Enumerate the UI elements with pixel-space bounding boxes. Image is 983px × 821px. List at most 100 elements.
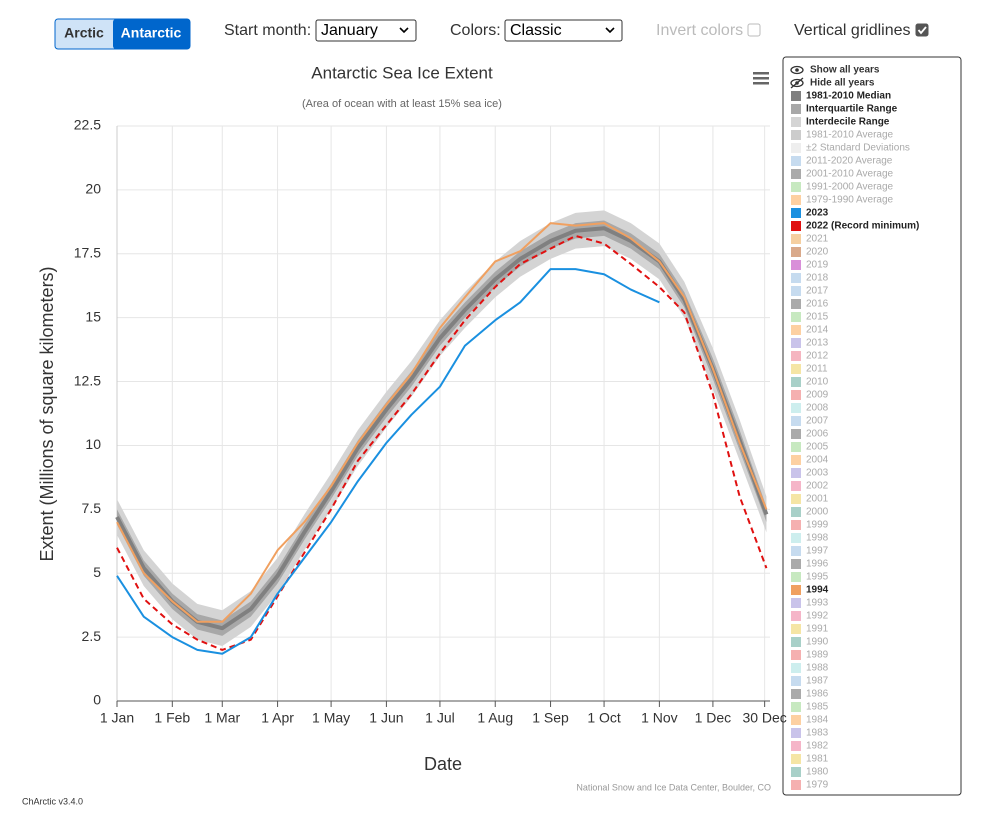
legend-item[interactable]: 2009 bbox=[806, 390, 829, 401]
x-tick-label: 1 May bbox=[312, 710, 350, 726]
legend-swatch bbox=[791, 468, 801, 478]
legend-swatch bbox=[791, 351, 801, 361]
x-tick-label: 1 Nov bbox=[641, 710, 678, 726]
legend-item[interactable]: 1991 bbox=[806, 624, 829, 635]
colors-select[interactable] bbox=[504, 19, 623, 42]
legend-item[interactable]: 2011 bbox=[806, 364, 828, 375]
legend-item[interactable]: 2013 bbox=[806, 338, 829, 349]
legend-item[interactable]: 1985 bbox=[806, 702, 829, 713]
legend-swatch bbox=[791, 572, 801, 582]
legend-swatch bbox=[791, 767, 801, 777]
y-tick-label: 12.5 bbox=[74, 372, 101, 388]
legend-item[interactable]: 2018 bbox=[806, 273, 829, 284]
legend-item[interactable]: 1989 bbox=[806, 650, 829, 661]
legend-item[interactable]: 2016 bbox=[806, 299, 829, 310]
x-tick-label: 1 Apr bbox=[261, 710, 294, 726]
legend-item[interactable]: 1987 bbox=[806, 676, 829, 687]
legend-swatch bbox=[791, 156, 801, 166]
legend-item[interactable]: 2012 bbox=[806, 351, 829, 362]
legend-item[interactable]: Interquartile Range bbox=[806, 104, 898, 115]
legend-item[interactable]: 2004 bbox=[806, 455, 829, 466]
legend-item[interactable]: 1979 bbox=[806, 780, 829, 791]
legend-item[interactable]: 2022 (Record minimum) bbox=[806, 221, 919, 232]
legend-swatch bbox=[791, 286, 801, 296]
legend-item[interactable]: 2001-2010 Average bbox=[806, 169, 894, 180]
legend-item[interactable]: 1990 bbox=[806, 637, 829, 648]
legend-swatch bbox=[791, 494, 801, 504]
legend-item[interactable]: 1993 bbox=[806, 598, 829, 609]
legend-item[interactable]: 2003 bbox=[806, 468, 829, 479]
plot-area: 0 2.5 5 7.5 10 12.5 15 17.5 20 22.5 1 Jan 1 Feb 1 Ma… bbox=[74, 117, 787, 726]
start-month-select[interactable] bbox=[315, 19, 417, 42]
legend-item[interactable]: 1982 bbox=[806, 741, 829, 752]
legend-item[interactable]: 2002 bbox=[806, 481, 829, 492]
x-tick-label: 1 Dec bbox=[695, 710, 732, 726]
legend-item[interactable]: 1981-2010 Median bbox=[806, 91, 891, 102]
legend-button[interactable]: Show all years bbox=[810, 65, 880, 76]
legend-item[interactable]: 1988 bbox=[806, 663, 829, 674]
legend-swatch bbox=[791, 585, 801, 595]
legend-item[interactable]: 1986 bbox=[806, 689, 829, 700]
legend-item[interactable]: 1998 bbox=[806, 533, 829, 544]
legend-item[interactable]: 2015 bbox=[806, 312, 829, 323]
legend-swatch bbox=[791, 754, 801, 764]
source-credit: National Snow and Ice Data Center, Bould… bbox=[576, 782, 771, 792]
check-mark bbox=[917, 26, 927, 35]
legend-item[interactable]: 1981 bbox=[806, 754, 829, 765]
gridlines-label: Vertical gridlines bbox=[794, 22, 911, 39]
legend-item[interactable]: 2000 bbox=[806, 507, 829, 518]
legend-item[interactable]: 1991-2000 Average bbox=[806, 182, 894, 193]
antarctic-label[interactable]: Antarctic bbox=[121, 25, 182, 41]
colors-label: Colors: bbox=[450, 22, 501, 39]
legend-item[interactable]: 2006 bbox=[806, 429, 829, 440]
legend-item[interactable]: 2001 bbox=[806, 494, 829, 505]
legend-button[interactable]: Hide all years bbox=[810, 78, 875, 89]
colors-value[interactable]: Classic bbox=[510, 22, 562, 39]
legend-item[interactable]: ±2 Standard Deviations bbox=[806, 143, 910, 154]
legend-item[interactable]: 2010 bbox=[806, 377, 829, 388]
legend-item[interactable]: 1979-1990 Average bbox=[806, 195, 894, 206]
legend-item[interactable]: 1992 bbox=[806, 611, 829, 622]
legend-item[interactable]: 2008 bbox=[806, 403, 829, 414]
legend-item[interactable]: 1980 bbox=[806, 767, 829, 778]
x-tick-label: 1 Jan bbox=[100, 710, 134, 726]
legend-item[interactable]: 2017 bbox=[806, 286, 829, 297]
legend-item[interactable]: 2014 bbox=[806, 325, 829, 336]
arctic-button[interactable]: Arctic bbox=[64, 25, 104, 41]
legend-swatch bbox=[791, 208, 801, 218]
invert-label: Invert colors bbox=[656, 22, 743, 39]
legend-item[interactable]: 2019 bbox=[806, 260, 829, 271]
invert-checkbox[interactable] bbox=[747, 23, 761, 37]
y-tick-label: 10 bbox=[85, 436, 101, 452]
legend-item[interactable]: 2005 bbox=[806, 442, 829, 453]
legend-item[interactable]: 2007 bbox=[806, 416, 829, 427]
legend-item[interactable]: 2023 bbox=[806, 208, 829, 219]
legend-swatch bbox=[791, 429, 801, 439]
legend-swatch bbox=[791, 741, 801, 751]
y-axis-label: Extent (Millions of square kilometers) bbox=[37, 266, 57, 561]
legend-item[interactable]: 1997 bbox=[806, 546, 829, 557]
legend-item[interactable]: 1996 bbox=[806, 559, 829, 570]
legend-item[interactable]: 1984 bbox=[806, 715, 829, 726]
y-tick-label: 22.5 bbox=[74, 117, 101, 133]
legend-item[interactable]: 2021 bbox=[806, 234, 829, 245]
start-month-value[interactable]: January bbox=[321, 22, 378, 39]
legend-item[interactable]: 2020 bbox=[806, 247, 829, 258]
legend-swatch bbox=[791, 377, 801, 387]
legend-swatch bbox=[791, 663, 801, 673]
y-tick-label: 0 bbox=[93, 692, 101, 708]
gridlines-checkbox[interactable] bbox=[915, 23, 929, 37]
legend-item[interactable]: 2011-2020 Average bbox=[806, 156, 893, 167]
series-line bbox=[116, 268, 660, 655]
x-tick-label: 1 Mar bbox=[204, 710, 240, 726]
legend-item[interactable]: 1983 bbox=[806, 728, 829, 739]
legend-swatch bbox=[791, 390, 801, 400]
legend-item[interactable]: 1981-2010 Average bbox=[806, 130, 894, 141]
antarctic-button[interactable] bbox=[113, 19, 190, 49]
legend-item[interactable]: 1999 bbox=[806, 520, 829, 531]
menu-icon[interactable] bbox=[753, 72, 769, 85]
legend-item[interactable]: 1994 bbox=[806, 585, 829, 596]
series-line bbox=[116, 234, 768, 651]
legend-item[interactable]: 1995 bbox=[806, 572, 829, 583]
legend-item[interactable]: Interdecile Range bbox=[806, 117, 890, 128]
